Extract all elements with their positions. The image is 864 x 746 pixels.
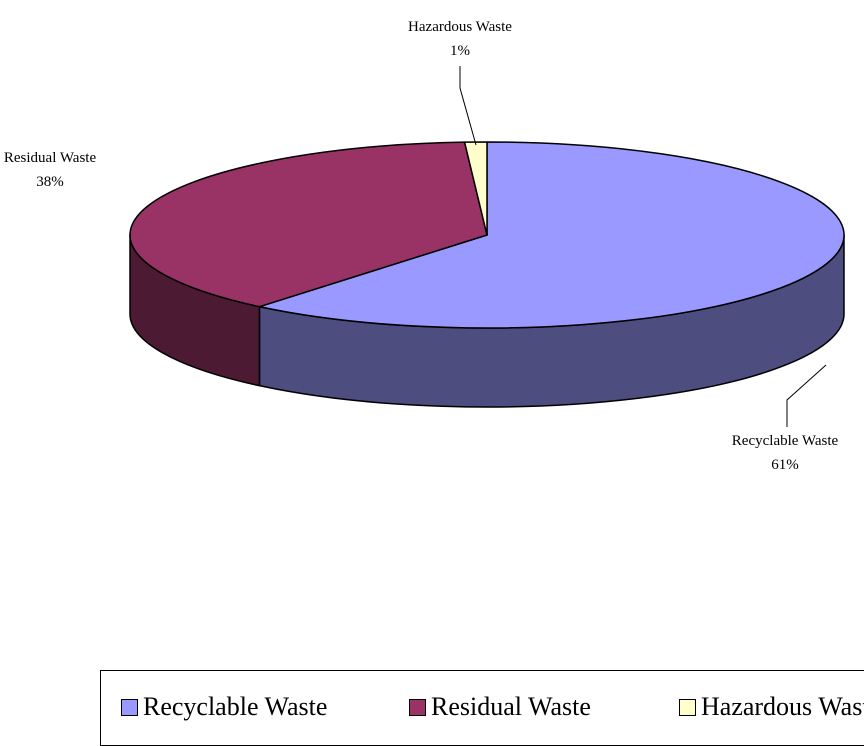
slice-label-residual-waste: Residual Waste (4, 150, 97, 166)
legend-swatch-hazardous-waste (679, 698, 696, 716)
legend-label-residual-waste: Residual Waste (431, 692, 591, 721)
pie-slice-hazardous-waste (463, 141, 488, 236)
legend-label-hazardous-waste: Hazardous Waste (701, 692, 864, 721)
legend-swatch-recyclable-waste (121, 698, 138, 716)
label-leader-lines (459, 66, 827, 427)
pie-slice-residual-waste (129, 141, 488, 308)
slice-percent-residual-waste: 38% (36, 174, 64, 190)
slice-labels: Recyclable Waste 61% Residual Waste 38% Haza… (4, 19, 839, 473)
legend-item-hazardous-waste: Hazardous Waste (679, 691, 864, 723)
pie-top-faces (129, 141, 845, 329)
legend-item-recyclable-waste: Recyclable Waste (121, 691, 327, 723)
leader-line-recyclable-waste (786, 364, 827, 427)
pie-slice-recyclable-waste (258, 141, 845, 329)
slice-label-hazardous-waste: Hazardous Waste (408, 19, 512, 35)
slice-label-recyclable-waste: Recyclable Waste (732, 433, 839, 449)
legend: Recyclable Waste Residual Waste Hazardou… (100, 670, 864, 746)
slice-percent-hazardous-waste: 1% (450, 43, 470, 59)
pie-chart: Recyclable Waste 61% Residual Waste 38% Haza… (4, 19, 845, 473)
legend-swatch-residual-waste (409, 698, 426, 716)
slice-percent-recyclable-waste: 61% (771, 457, 799, 473)
legend-label-recyclable-waste: Recyclable Waste (143, 692, 328, 721)
legend-item-residual-waste: Residual Waste (409, 691, 591, 723)
leader-line-hazardous-waste (459, 66, 477, 146)
